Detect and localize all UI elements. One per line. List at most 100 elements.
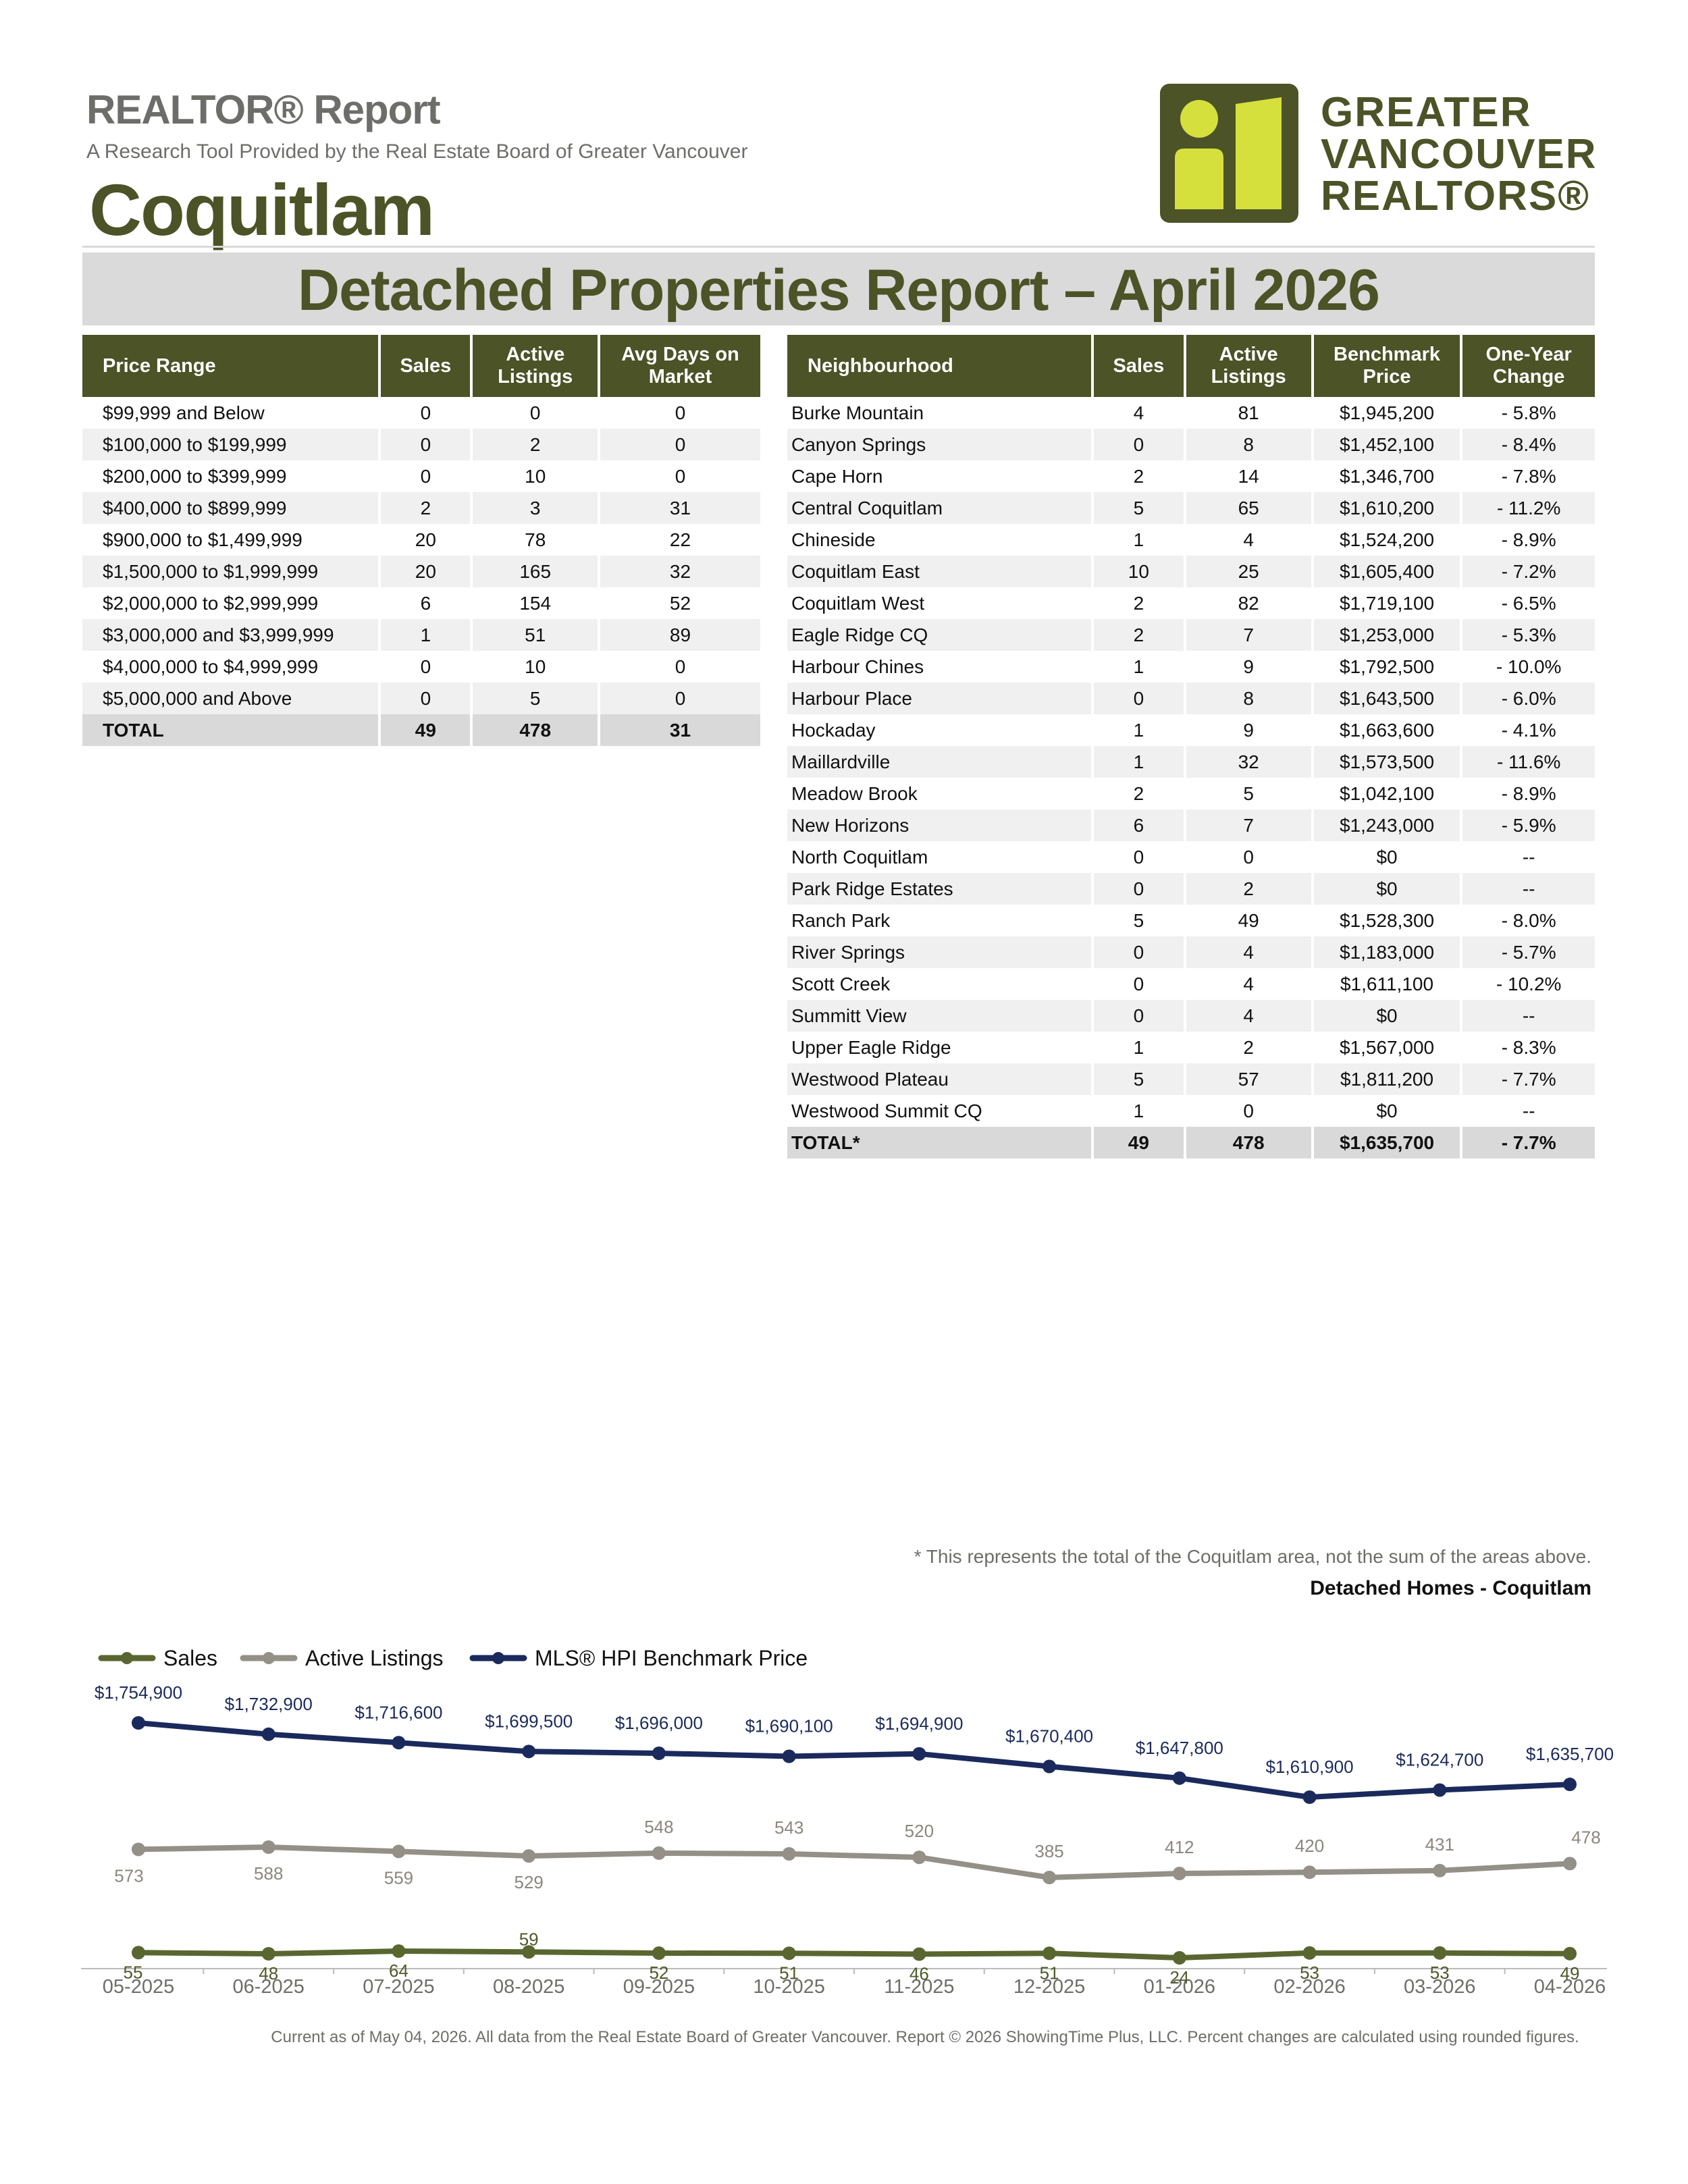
table-row: $3,000,000 and $3,999,999 1 51 89 — [82, 619, 760, 651]
one-year-change-cell: -- — [1462, 873, 1595, 905]
legend-label: Active Listings — [305, 1646, 444, 1670]
benchmark-price-cell: $0 — [1376, 1100, 1398, 1121]
series-line — [138, 1720, 1571, 1800]
active-listings-cell: 154 — [519, 592, 552, 614]
table-row: Hockaday 1 9 $1,663,600 - 4.1% — [787, 714, 1595, 746]
data-point — [1172, 1771, 1186, 1785]
data-label: 385 — [1034, 1841, 1063, 1861]
one-year-change-cell: -- — [1462, 1000, 1595, 1032]
neighbourhood-cell: New Horizons — [787, 809, 1092, 841]
benchmark-price-cell: $1,253,000 — [1313, 619, 1460, 651]
total-row: TOTAL 49 478 31 — [82, 714, 760, 746]
avg-days-cell: 31 — [600, 492, 760, 524]
data-point — [1563, 1857, 1577, 1871]
sales-cell: 0 — [1133, 973, 1144, 994]
active-listings-cell: 32 — [1186, 746, 1311, 778]
table-row: Upper Eagle Ridge 1 2 $1,567,000 - 8.3% — [787, 1032, 1595, 1063]
neighbourhood-cell: Central Coquitlam — [787, 492, 1092, 524]
data-point — [1172, 1951, 1186, 1965]
sales-cell: 6 — [1094, 809, 1184, 841]
active-listings-cell: 2 — [1243, 1036, 1254, 1058]
data-point — [1302, 1790, 1317, 1804]
neighbourhood-cell: Upper Eagle Ridge — [791, 1036, 951, 1058]
x-tick-label: 11-2025 — [884, 1976, 954, 1998]
one-year-change-cell: - 11.6% — [1462, 746, 1595, 778]
data-label: 64 — [389, 1961, 408, 1981]
avg-days-cell: 0 — [675, 402, 686, 423]
active-listings-cell: 8 — [1186, 429, 1311, 460]
table-row: $200,000 to $399,999 0 10 0 — [82, 460, 760, 492]
data-point — [652, 1946, 666, 1960]
table-row: Coquitlam East 10 25 $1,605,400- 7.2% — [787, 556, 1595, 587]
data-point — [132, 1842, 145, 1857]
total-benchmark-price: $1,635,700 — [1313, 1127, 1460, 1158]
sales-cell: 10 — [1094, 556, 1184, 587]
legend-marker — [121, 1652, 133, 1664]
active-listings-cell: 4 — [1186, 936, 1311, 968]
sales-cell: 1 — [1133, 1036, 1144, 1058]
gvr-logo: GREATER VANCOUVER REALTORS® — [1160, 84, 1599, 225]
table-row: Maillardville 1 32 $1,573,500- 11.6% — [787, 746, 1595, 778]
one-year-change-cell: - 8.3% — [1501, 1036, 1556, 1058]
total-sales: 49 — [381, 714, 471, 746]
sales-cell: 0 — [381, 683, 471, 714]
neighbourhood-cell: Harbour Chines — [791, 656, 924, 677]
data-label: 431 — [1425, 1834, 1454, 1855]
sales-cell: 1 — [1094, 746, 1184, 778]
sales-cell: 2 — [1133, 782, 1144, 804]
sales-cell: 0 — [1094, 873, 1184, 905]
one-year-change-cell: - 6.5% — [1501, 592, 1556, 614]
active-listings-cell: 7 — [1186, 619, 1311, 651]
data-label: 48 — [259, 1963, 278, 1983]
active-listings-cell: 2 — [1186, 873, 1311, 905]
avg-days-cell: 32 — [600, 556, 760, 587]
active-listings-cell: 10 — [525, 465, 546, 487]
data-point — [1043, 1871, 1057, 1884]
benchmark-price-cell: $1,610,200 — [1313, 492, 1460, 524]
active-listings-cell: 0 — [1243, 846, 1254, 868]
benchmark-price-cell: $1,346,700 — [1339, 465, 1435, 487]
x-tick-label: 04-2026 — [1534, 1976, 1606, 1998]
avg-days-cell: 0 — [675, 465, 686, 487]
table-row: $100,000 to $199,999 0 2 0 — [82, 429, 760, 460]
active-listings-cell: 0 — [1243, 1100, 1254, 1121]
table-row: Park Ridge Estates 0 2 $0 -- — [787, 873, 1595, 905]
neighbourhood-cell: Coquitlam West — [791, 592, 925, 614]
data-point — [782, 1946, 796, 1961]
neighbourhood-cell: Westwood Plateau — [787, 1063, 1092, 1095]
data-point — [912, 1947, 926, 1961]
total-row: TOTAL* 49 478 $1,635,700- 7.7% — [787, 1127, 1595, 1158]
neighbourhood-cell: Cape Horn — [791, 465, 883, 487]
price-range-table: Price Range Sales Active Listings Avg Da… — [80, 335, 763, 746]
x-tick-label: 10-2025 — [753, 1976, 824, 1998]
x-tick-label: 09-2025 — [623, 1976, 695, 1998]
table-row: Canyon Springs 0 8 $1,452,100- 8.4% — [787, 429, 1595, 460]
neighbourhood-cell: Harbour Place — [787, 683, 1092, 714]
chart-title: Detached Homes - Coquitlam — [1310, 1577, 1591, 1599]
table-row: Ranch Park 5 49 $1,528,300 - 8.0% — [787, 905, 1595, 936]
active-listings-cell: 51 — [473, 619, 598, 651]
data-point — [1433, 1946, 1447, 1960]
sales-cell: 5 — [1094, 492, 1184, 524]
neighbourhood-cell: Chineside — [791, 529, 876, 550]
neighbourhood-cell: River Springs — [787, 936, 1092, 968]
neighbourhood-cell: Coquitlam East — [787, 556, 1092, 587]
benchmark-price-cell: $1,792,500 — [1339, 656, 1435, 677]
sales-cell: 0 — [1133, 846, 1144, 868]
data-label: 420 — [1295, 1836, 1324, 1856]
one-year-change-cell: - 11.2% — [1462, 492, 1595, 524]
logo-mark-icon — [1160, 84, 1298, 223]
price-range-cell: $2,000,000 to $2,999,999 — [103, 592, 319, 614]
data-point — [652, 1746, 666, 1760]
col-avg-days: Avg Days on Market — [600, 335, 760, 397]
data-point — [1433, 1863, 1447, 1877]
city-name: Coquitlam — [89, 169, 435, 250]
active-listings-cell: 7 — [1186, 809, 1311, 841]
one-year-change-cell: - 5.7% — [1462, 936, 1595, 968]
report-title: REALTOR® Report — [86, 87, 441, 132]
data-point — [1172, 1867, 1186, 1881]
avg-days-cell: 89 — [600, 619, 760, 651]
active-listings-cell: 5 — [473, 683, 598, 714]
data-point — [782, 1749, 796, 1763]
neighbourhood-cell: Burke Mountain — [791, 402, 924, 423]
